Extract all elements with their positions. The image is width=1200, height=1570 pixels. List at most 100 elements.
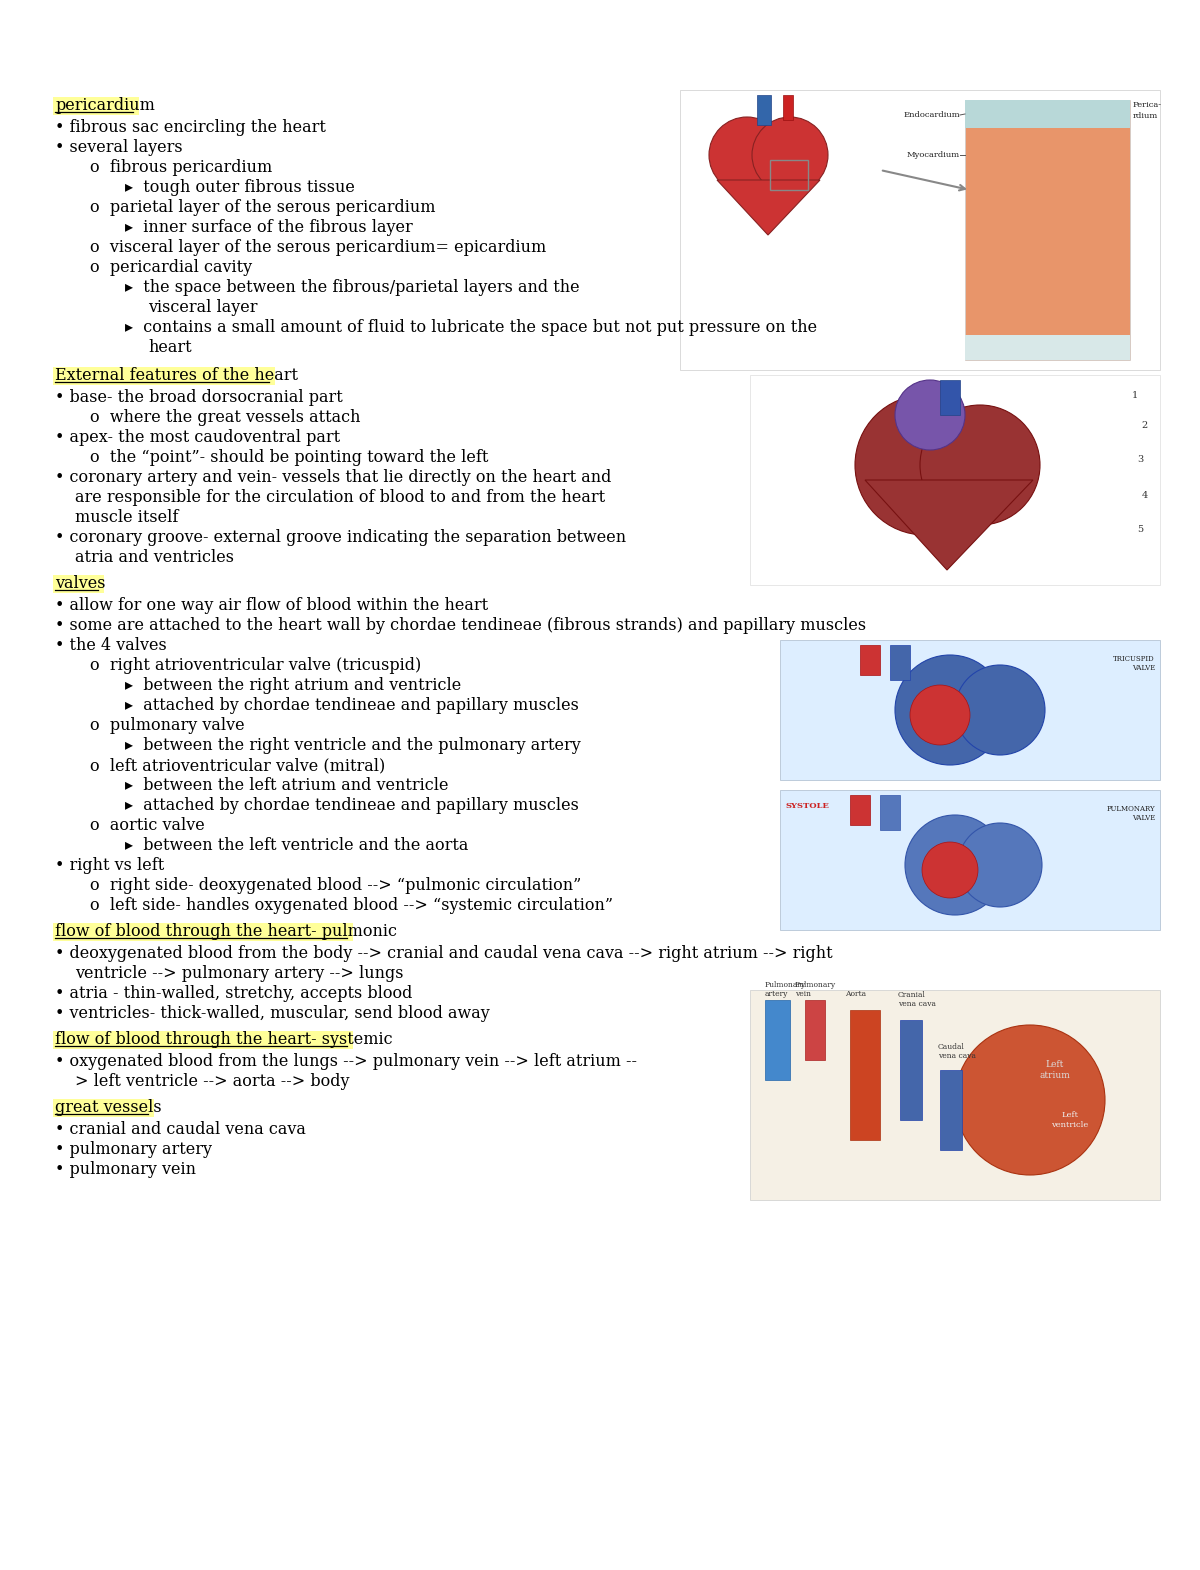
Text: o  visceral layer of the serous pericardium= epicardium: o visceral layer of the serous pericardi…: [90, 239, 546, 256]
FancyBboxPatch shape: [53, 923, 353, 940]
Text: o  left atrioventricular valve (mitral): o left atrioventricular valve (mitral): [90, 757, 385, 774]
Text: are responsible for the circulation of blood to and from the heart: are responsible for the circulation of b…: [74, 488, 605, 506]
Text: o  aortic valve: o aortic valve: [90, 816, 205, 834]
Circle shape: [752, 118, 828, 193]
FancyBboxPatch shape: [680, 89, 1160, 371]
Text: o  fibrous pericardium: o fibrous pericardium: [90, 159, 272, 176]
Text: • deoxygenated blood from the body --> cranial and caudal vena cava --> right at: • deoxygenated blood from the body --> c…: [55, 945, 833, 962]
FancyBboxPatch shape: [850, 794, 870, 824]
Text: o  pulmonary valve: o pulmonary valve: [90, 717, 245, 735]
Text: • coronary groove- external groove indicating the separation between: • coronary groove- external groove indic…: [55, 529, 626, 546]
Text: Pulmonary
vein: Pulmonary vein: [796, 981, 836, 999]
Text: SYSTOLE: SYSTOLE: [785, 802, 829, 810]
FancyBboxPatch shape: [53, 1099, 154, 1118]
Text: 2: 2: [1142, 421, 1148, 430]
Text: ▸  attached by chordae tendineae and papillary muscles: ▸ attached by chordae tendineae and papi…: [125, 697, 578, 714]
Circle shape: [910, 685, 970, 746]
FancyBboxPatch shape: [53, 575, 103, 593]
FancyBboxPatch shape: [780, 641, 1160, 780]
Text: • coronary artery and vein- vessels that lie directly on the heart and: • coronary artery and vein- vessels that…: [55, 469, 611, 487]
Circle shape: [709, 118, 785, 193]
Circle shape: [922, 842, 978, 898]
Text: > left ventricle --> aorta --> body: > left ventricle --> aorta --> body: [74, 1072, 349, 1090]
Text: flow of blood through the heart- pulmonic: flow of blood through the heart- pulmoni…: [55, 923, 397, 940]
FancyBboxPatch shape: [53, 97, 139, 115]
Circle shape: [895, 655, 1006, 765]
FancyBboxPatch shape: [784, 96, 793, 119]
FancyBboxPatch shape: [850, 1010, 880, 1140]
Text: • apex- the most caudoventral part: • apex- the most caudoventral part: [55, 429, 340, 446]
Text: ▸  the space between the fibrous/parietal layers and the: ▸ the space between the fibrous/parietal…: [125, 279, 580, 297]
Text: • pulmonary vein: • pulmonary vein: [55, 1160, 196, 1178]
Text: 1: 1: [1132, 391, 1138, 399]
FancyBboxPatch shape: [757, 96, 772, 126]
Text: Aorta: Aorta: [845, 991, 866, 999]
FancyBboxPatch shape: [940, 1071, 962, 1149]
FancyBboxPatch shape: [880, 794, 900, 831]
Text: flow of blood through the heart- systemic: flow of blood through the heart- systemi…: [55, 1031, 392, 1049]
Text: great vessels: great vessels: [55, 1099, 162, 1116]
Text: ▸  inner surface of the fibrous layer: ▸ inner surface of the fibrous layer: [125, 218, 413, 236]
Text: • allow for one way air flow of blood within the heart: • allow for one way air flow of blood wi…: [55, 597, 488, 614]
Text: o  right side- deoxygenated blood --> “pulmonic circulation”: o right side- deoxygenated blood --> “pu…: [90, 878, 581, 893]
FancyBboxPatch shape: [900, 1020, 922, 1119]
Text: • right vs left: • right vs left: [55, 857, 164, 874]
FancyBboxPatch shape: [890, 645, 910, 680]
Text: PULMONARY
VALVE: PULMONARY VALVE: [1106, 805, 1154, 823]
Text: ventricle --> pulmonary artery --> lungs: ventricle --> pulmonary artery --> lungs: [74, 966, 403, 981]
Text: o  left side- handles oxygenated blood --> “systemic circulation”: o left side- handles oxygenated blood --…: [90, 896, 613, 914]
FancyBboxPatch shape: [965, 100, 1130, 360]
FancyBboxPatch shape: [965, 100, 1130, 129]
Text: Left
atrium: Left atrium: [1039, 1060, 1070, 1080]
Text: o  where the great vessels attach: o where the great vessels attach: [90, 410, 360, 425]
Text: • oxygenated blood from the lungs --> pulmonary vein --> left atrium --: • oxygenated blood from the lungs --> pu…: [55, 1053, 637, 1071]
Text: • the 4 valves: • the 4 valves: [55, 637, 167, 655]
Text: ▸  tough outer fibrous tissue: ▸ tough outer fibrous tissue: [125, 179, 355, 196]
Text: • several layers: • several layers: [55, 140, 182, 155]
Text: Left
ventricle: Left ventricle: [1051, 1112, 1088, 1129]
Text: 4: 4: [1142, 490, 1148, 499]
Text: muscle itself: muscle itself: [74, 509, 179, 526]
Circle shape: [920, 405, 1040, 524]
Text: visceral layer: visceral layer: [148, 298, 258, 316]
Circle shape: [955, 1025, 1105, 1174]
Text: • cranial and caudal vena cava: • cranial and caudal vena cava: [55, 1121, 306, 1138]
Text: ▸  between the right atrium and ventricle: ▸ between the right atrium and ventricle: [125, 677, 461, 694]
Text: atria and ventricles: atria and ventricles: [74, 550, 234, 567]
Text: Cranial
vena cava: Cranial vena cava: [898, 991, 936, 1008]
Polygon shape: [865, 480, 1033, 570]
Text: Endocardium: Endocardium: [904, 111, 960, 119]
Text: • ventricles- thick-walled, muscular, send blood away: • ventricles- thick-walled, muscular, se…: [55, 1005, 490, 1022]
Text: 3: 3: [1136, 455, 1144, 465]
FancyBboxPatch shape: [750, 991, 1160, 1199]
Text: Caudal
vena cava: Caudal vena cava: [938, 1042, 976, 1060]
Text: TRICUSPID
VALVE: TRICUSPID VALVE: [1114, 655, 1154, 672]
Text: • fibrous sac encircling the heart: • fibrous sac encircling the heart: [55, 119, 326, 137]
Circle shape: [854, 396, 995, 535]
FancyBboxPatch shape: [940, 380, 960, 414]
FancyBboxPatch shape: [860, 645, 880, 675]
Circle shape: [895, 380, 965, 451]
Text: o  pericardial cavity: o pericardial cavity: [90, 259, 252, 276]
Text: • pulmonary artery: • pulmonary artery: [55, 1141, 212, 1159]
Text: ▸  between the right ventricle and the pulmonary artery: ▸ between the right ventricle and the pu…: [125, 736, 581, 754]
Text: valves: valves: [55, 575, 106, 592]
Text: External features of the heart: External features of the heart: [55, 367, 298, 385]
FancyBboxPatch shape: [766, 1000, 790, 1080]
Circle shape: [955, 666, 1045, 755]
Text: • some are attached to the heart wall by chordae tendineae (fibrous strands) and: • some are attached to the heart wall by…: [55, 617, 866, 634]
FancyBboxPatch shape: [805, 1000, 826, 1060]
FancyBboxPatch shape: [750, 375, 1160, 586]
FancyBboxPatch shape: [53, 367, 275, 385]
Text: ▸  between the left atrium and ventricle: ▸ between the left atrium and ventricle: [125, 777, 449, 794]
Polygon shape: [718, 181, 820, 236]
Text: 5: 5: [1136, 526, 1144, 534]
Text: Pulmonary
artery: Pulmonary artery: [766, 981, 806, 999]
Circle shape: [905, 815, 1006, 915]
Text: ▸  contains a small amount of fluid to lubricate the space but not put pressure : ▸ contains a small amount of fluid to lu…: [125, 319, 817, 336]
Text: o  parietal layer of the serous pericardium: o parietal layer of the serous pericardi…: [90, 199, 436, 217]
Text: heart: heart: [148, 339, 192, 356]
Text: Perica-: Perica-: [1133, 100, 1162, 108]
Text: ▸  attached by chordae tendineae and papillary muscles: ▸ attached by chordae tendineae and papi…: [125, 798, 578, 813]
FancyBboxPatch shape: [780, 790, 1160, 929]
